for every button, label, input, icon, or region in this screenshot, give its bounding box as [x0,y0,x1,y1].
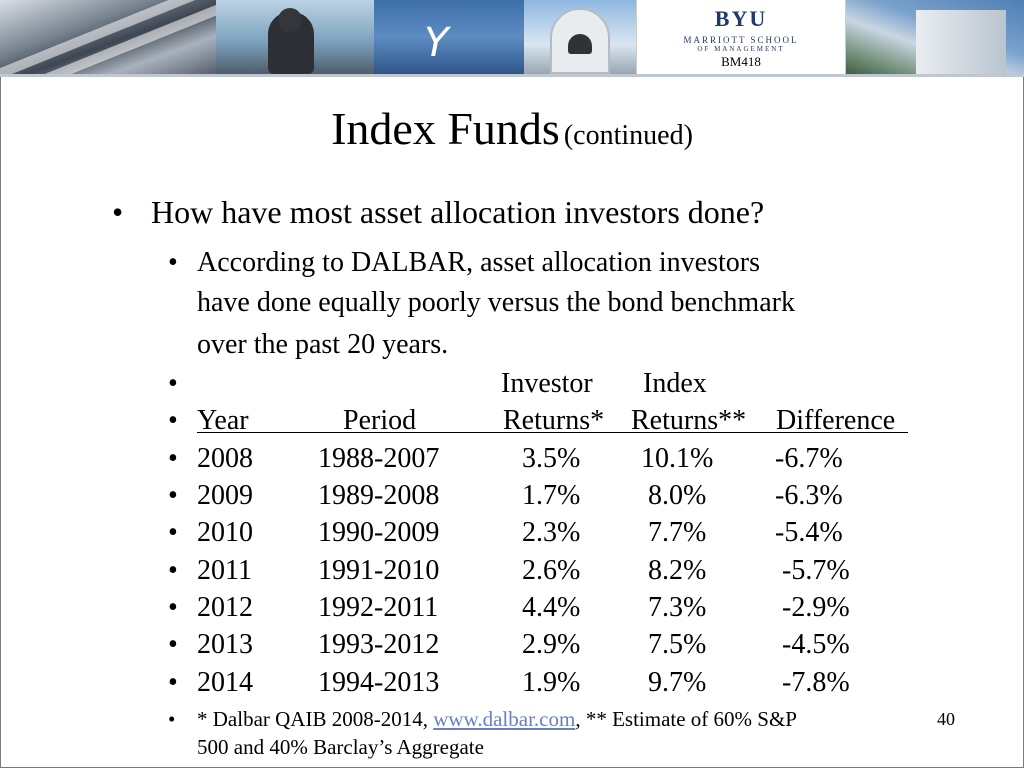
bullet-marker: • [168,443,178,474]
cell-period: 1994-2013 [318,667,440,698]
cell-year: 2014 [197,667,253,698]
cell-period: 1991-2010 [318,555,440,586]
cell-year: 2009 [197,480,253,511]
page-number: 40 [937,709,955,729]
cell-difference: -6.3% [775,480,843,511]
cell-investor-return: 4.4% [522,592,581,623]
cell-investor-return: 2.9% [522,629,581,660]
header-banner: Y BYU MARRIOTT SCHOOL OF MANAGEMENT BM41… [0,0,1024,74]
bullet-marker: • [168,405,178,436]
slide-title: Index Funds (continued) [0,104,1024,165]
header-index-returns: Returns** [631,405,747,436]
cell-index-return: 7.7% [648,517,707,548]
course-code: BM418 [721,54,761,69]
footnote: * Dalbar QAIB 2008-2014, www.dalbar.com,… [197,705,937,761]
logo-byu: BYU [714,6,768,31]
cell-year: 2010 [197,517,253,548]
banner-building-photo [0,0,271,74]
footnote-line-2: 500 and 40% Barclay’s Aggregate [197,735,484,759]
cell-period: 1992-2011 [318,592,439,623]
cell-period: 1990-2009 [318,517,440,548]
cell-difference: -2.9% [782,592,850,623]
table-row: • 2008 1988-2007 3.5% 10.1% -6.7% [0,440,1024,478]
cell-difference: -5.4% [775,517,843,548]
cell-index-return: 8.2% [648,555,707,586]
bullet-marker: • [168,555,178,586]
cell-year: 2012 [197,592,253,623]
cell-difference: -5.7% [782,555,850,586]
header-period: Period [343,405,417,436]
bullet-marker: • [168,667,178,698]
cell-investor-return: 3.5% [522,443,581,474]
cell-difference: -6.7% [775,443,843,474]
cell-period: 1989-2008 [318,480,440,511]
logo-school-line2: OF MANAGEMENT [697,45,785,53]
cell-investor-return: 2.3% [522,517,581,548]
bullet-marker: • [168,592,178,623]
header-investor-returns: Returns* [503,405,605,436]
title-main: Index Funds [331,103,560,154]
cell-index-return: 7.3% [648,592,707,623]
header-investor: Investor [501,368,593,399]
byu-marriott-logo: BYU MARRIOTT SCHOOL OF MANAGEMENT BM418 [636,0,846,74]
banner-statue-photo [216,0,374,74]
cell-investor-return: 2.6% [522,555,581,586]
banner-divider [0,74,1024,77]
bullet-marker: • [168,368,178,399]
cell-difference: -7.8% [782,667,850,698]
footnote-line-1: * Dalbar QAIB 2008-2014, www.dalbar.com,… [197,705,937,733]
bullet-marker: • [112,194,124,230]
table-row: • 2014 1994-2013 1.9% 9.7% -7.8% [0,664,1024,702]
title-suffix: (continued) [563,120,693,151]
footnote-suffix: , ** Estimate of 60% S&P [575,707,797,731]
bullet-marker: • [168,629,178,660]
cell-index-return: 9.7% [648,667,707,698]
table-row: • 2010 1990-2009 2.3% 7.7% -5.4% [0,514,1024,552]
cell-period: 1993-2012 [318,629,440,660]
banner-bell-tower-photo [524,0,636,74]
cell-index-return: 10.1% [641,443,714,474]
header-index: Index [643,368,707,399]
table-header-row-2: • Year Period Returns* Returns** Differe… [0,402,1024,440]
cell-year: 2013 [197,629,253,660]
cell-year: 2008 [197,443,253,474]
table-row: • 2013 1993-2012 2.9% 7.5% -4.5% [0,626,1024,664]
table-row: • 2012 1992-2011 4.4% 7.3% -2.9% [0,589,1024,627]
cell-difference: -4.5% [782,629,850,660]
dalbar-link[interactable]: www.dalbar.com [433,707,576,731]
table-row: • 2011 1991-2010 2.6% 8.2% -5.7% [0,552,1024,590]
paragraph-line-2: have done equally poorly versus the bond… [197,287,795,318]
bullet-question: How have most asset allocation investors… [151,194,765,230]
bullet-marker: • [168,247,178,278]
header-year: Year [197,405,249,436]
banner-y-mountain-photo: Y [374,0,524,74]
cell-index-return: 7.5% [648,629,707,660]
cell-investor-return: 1.9% [522,667,581,698]
table-header-row-1: • Investor Index [0,365,1024,403]
cell-period: 1988-2007 [318,443,440,474]
paragraph-line-3: over the past 20 years. [197,329,449,360]
bullet-marker: • [168,707,176,731]
banner-campus-photo [846,0,1024,74]
bullet-marker: • [168,480,178,511]
paragraph-line-1: According to DALBAR, asset allocation in… [197,247,761,278]
cell-index-return: 8.0% [648,480,707,511]
cell-investor-return: 1.7% [522,480,581,511]
header-difference: Difference [776,405,896,436]
table-row: • 2009 1989-2008 1.7% 8.0% -6.3% [0,477,1024,515]
footnote-prefix: * Dalbar QAIB 2008-2014, [197,707,434,731]
bullet-marker: • [168,517,178,548]
logo-school-line1: MARRIOTT SCHOOL [683,35,799,45]
cell-year: 2011 [197,555,252,586]
header-underline-span: Year Period Returns* Returns** Differenc… [197,402,908,436]
